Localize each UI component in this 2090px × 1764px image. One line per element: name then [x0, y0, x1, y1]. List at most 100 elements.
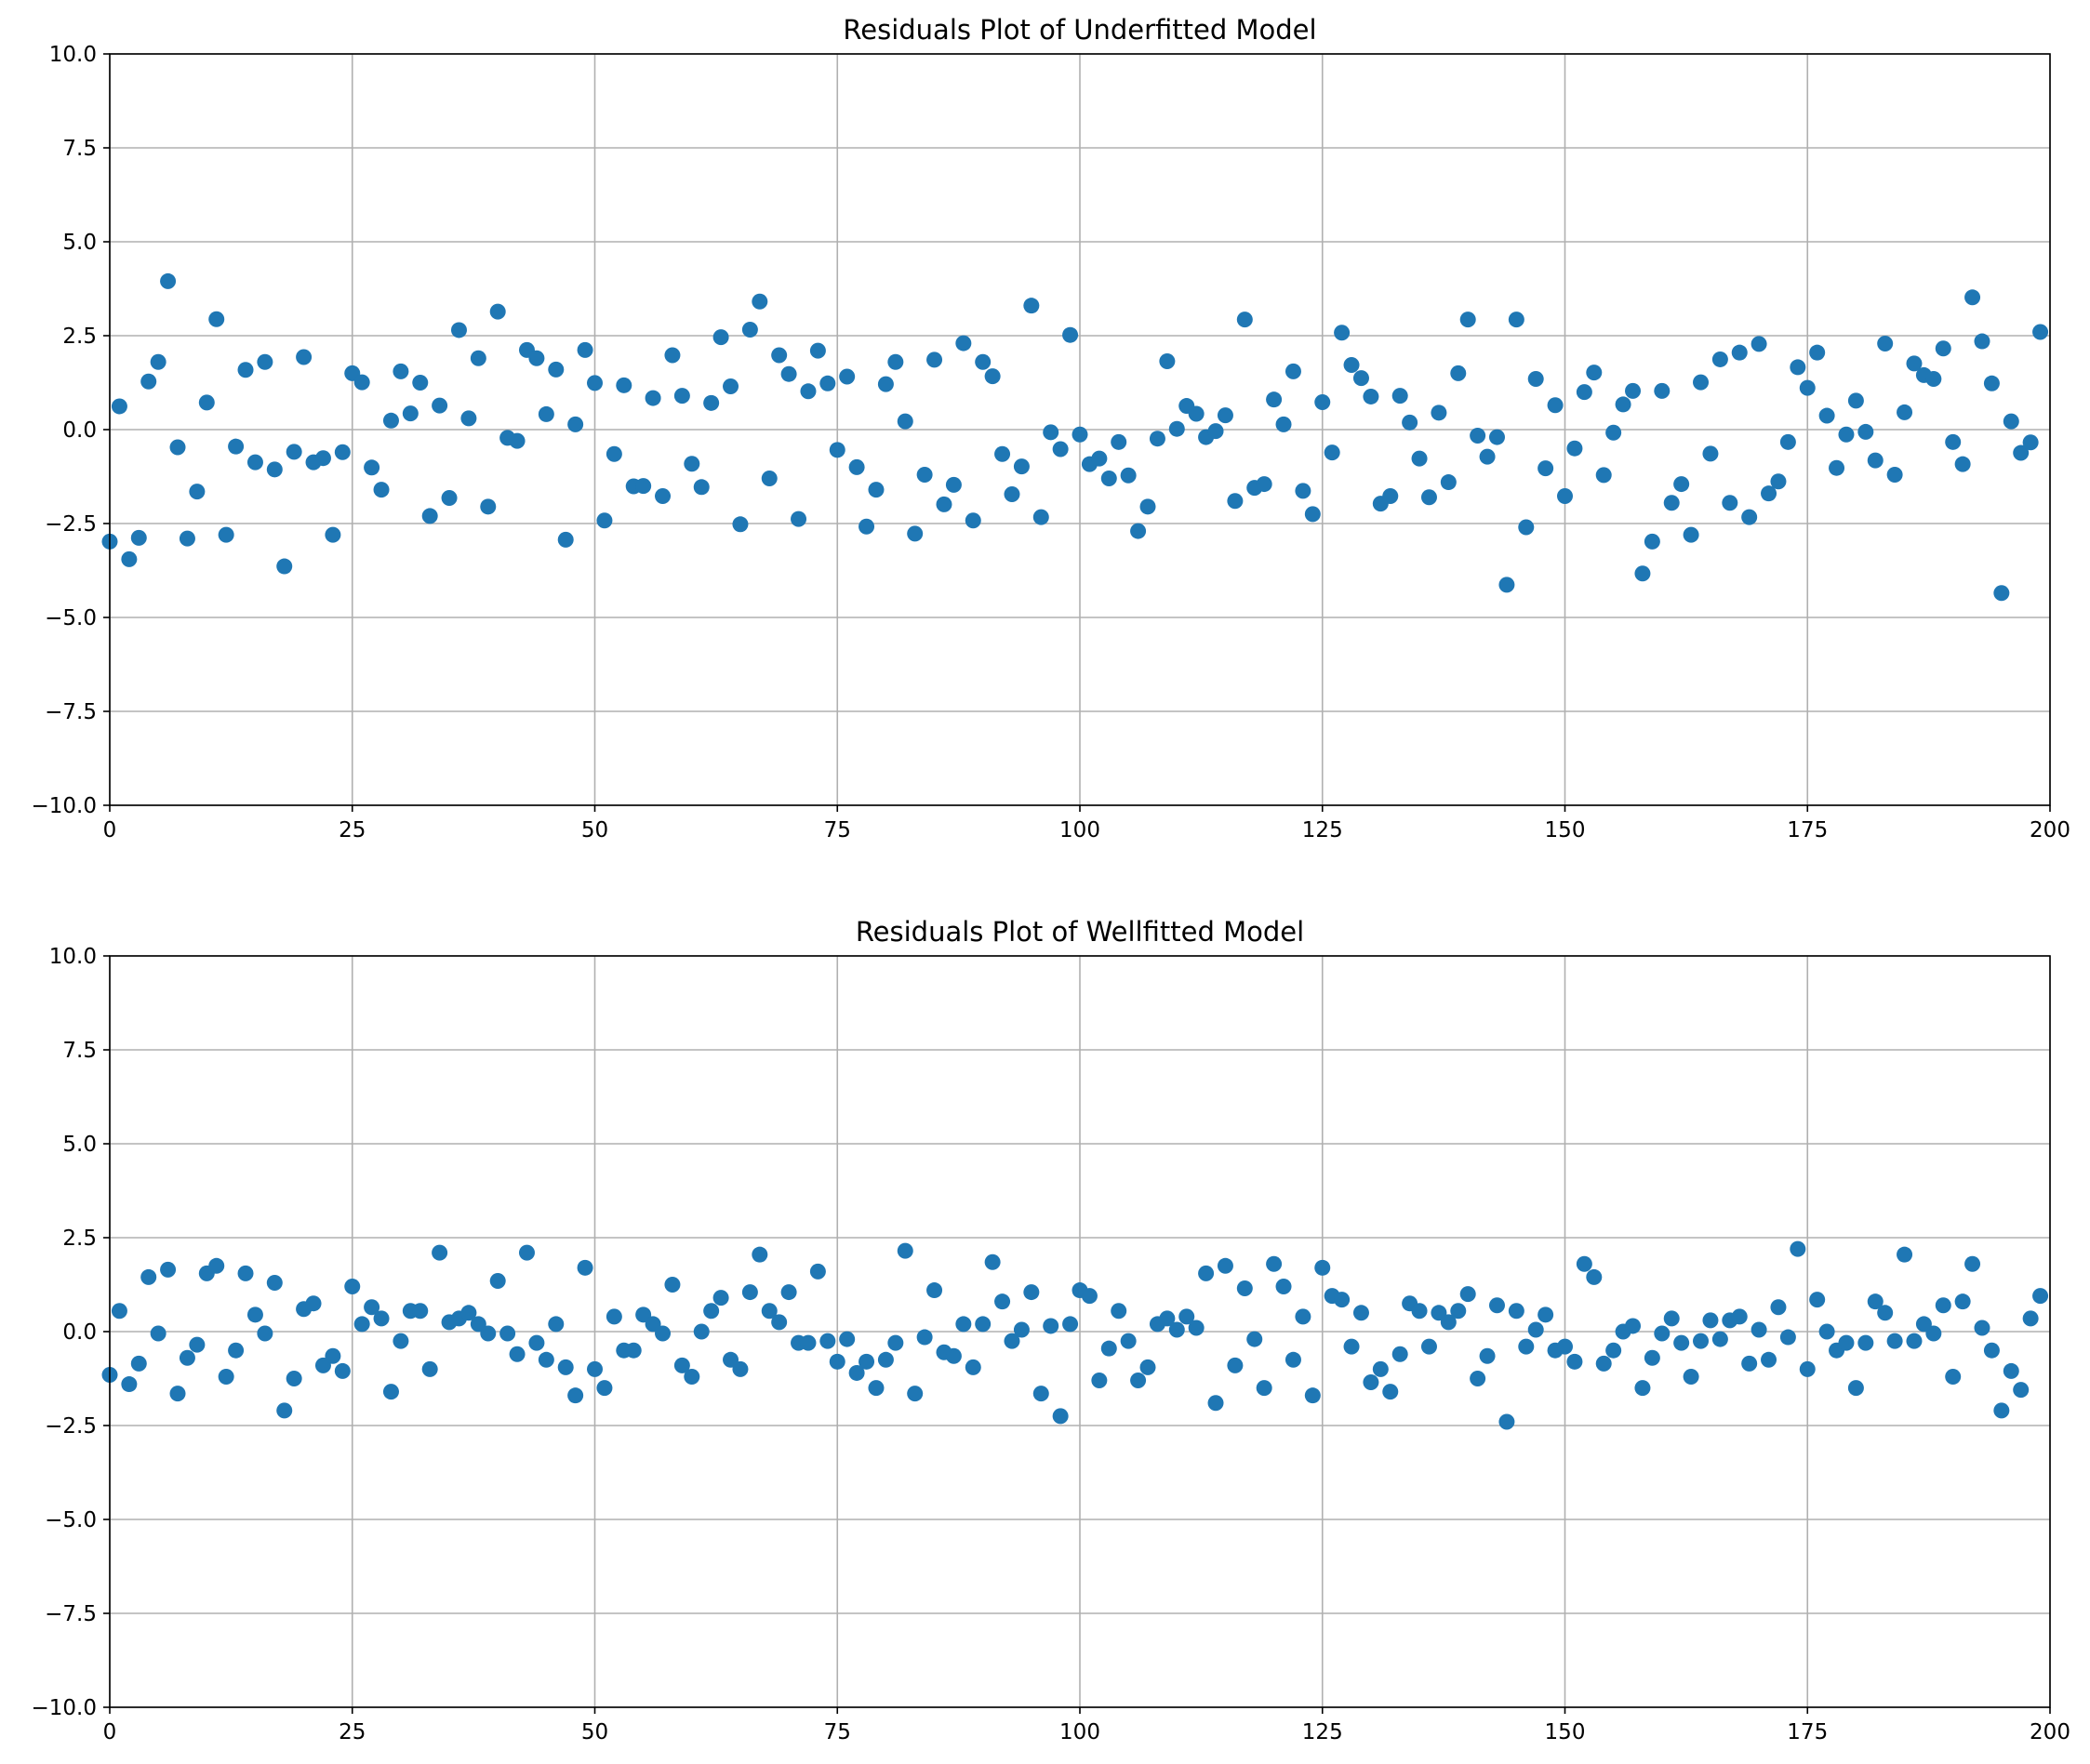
- data-point: [1431, 1305, 1447, 1321]
- data-point: [266, 1274, 283, 1291]
- data-point: [460, 410, 477, 427]
- data-point: [1605, 424, 1622, 441]
- x-tick-label: 0: [103, 1720, 117, 1744]
- data-point: [1945, 1368, 1962, 1385]
- y-tick-label: 7.5: [62, 1039, 97, 1063]
- data-point: [450, 322, 467, 338]
- data-point: [1149, 431, 1165, 447]
- data-point: [140, 1268, 157, 1285]
- data-point: [1217, 407, 1233, 424]
- data-point: [1644, 1349, 1660, 1366]
- y-tick-label: −10.0: [32, 1696, 97, 1720]
- data-point: [1983, 1342, 2000, 1359]
- data-point: [926, 1282, 943, 1299]
- data-point: [499, 1325, 516, 1342]
- data-point: [1790, 359, 1806, 376]
- data-point: [723, 378, 739, 395]
- data-point: [994, 445, 1011, 462]
- data-point: [1275, 416, 1292, 432]
- data-point: [1324, 444, 1340, 461]
- data-point: [859, 1353, 875, 1370]
- data-point: [1498, 577, 1515, 593]
- data-point: [548, 361, 565, 378]
- data-point: [645, 390, 661, 406]
- y-tick-label: −5.0: [45, 1508, 97, 1532]
- data-point: [1673, 1334, 1690, 1351]
- data-point: [2032, 1288, 2049, 1305]
- data-point: [1654, 382, 1671, 399]
- data-point: [936, 496, 952, 512]
- data-point: [1838, 1334, 1855, 1351]
- data-point: [480, 1325, 497, 1342]
- x-tick-label: 175: [1787, 1720, 1828, 1744]
- y-tick-label: 10.0: [49, 43, 97, 67]
- data-point: [1576, 384, 1592, 401]
- data-point: [1091, 1373, 1108, 1389]
- data-point: [945, 476, 962, 493]
- data-point: [1188, 405, 1205, 422]
- data-point: [2022, 1310, 2039, 1327]
- data-point: [286, 444, 302, 460]
- data-point: [1974, 1320, 1990, 1336]
- data-point: [1790, 1240, 1806, 1257]
- data-point: [1877, 335, 1894, 351]
- data-point: [557, 1359, 574, 1375]
- data-point: [470, 1316, 486, 1333]
- data-point: [587, 375, 603, 391]
- data-point: [664, 1277, 681, 1293]
- data-point: [567, 416, 584, 432]
- data-point: [1877, 1305, 1894, 1321]
- y-tick-label: −7.5: [45, 700, 97, 724]
- data-point: [567, 1387, 584, 1404]
- data-point: [160, 272, 177, 289]
- data-point: [1809, 344, 1826, 361]
- data-point: [314, 450, 331, 467]
- data-point: [1886, 466, 1903, 483]
- data-point: [1663, 495, 1680, 511]
- data-point: [1488, 429, 1505, 445]
- data-point: [1751, 1321, 1767, 1338]
- data-point: [1663, 1310, 1680, 1327]
- data-point: [1352, 1305, 1369, 1321]
- data-point: [538, 1351, 554, 1368]
- data-point: [994, 1293, 1011, 1310]
- y-tick-label: −2.5: [45, 512, 97, 537]
- data-point: [1372, 1360, 1389, 1377]
- data-point: [1382, 488, 1399, 505]
- data-point: [1683, 1368, 1699, 1385]
- data-point: [839, 1331, 856, 1347]
- subplot-title: Residuals Plot of Wellfitted Model: [856, 916, 1304, 948]
- data-point: [150, 1325, 166, 1342]
- data-point: [364, 1299, 380, 1316]
- data-point: [1508, 1303, 1524, 1320]
- y-tick-label: −10.0: [32, 794, 97, 818]
- data-point: [577, 341, 593, 358]
- data-point: [606, 1308, 622, 1325]
- data-point: [460, 1305, 477, 1321]
- x-tick-label: 75: [824, 1720, 851, 1744]
- data-point: [305, 1295, 322, 1312]
- data-point: [1847, 1380, 1864, 1397]
- data-point: [218, 1368, 234, 1385]
- data-point: [1518, 519, 1535, 536]
- data-point: [150, 353, 166, 370]
- data-point: [848, 1364, 865, 1381]
- data-point: [1023, 1284, 1040, 1301]
- data-point: [1818, 407, 1835, 424]
- data-point: [761, 1303, 778, 1320]
- data-point: [364, 459, 380, 476]
- data-point: [1343, 1338, 1360, 1355]
- data-point: [1111, 1303, 1127, 1320]
- data-point: [1915, 1316, 1932, 1333]
- data-point: [1227, 1357, 1244, 1373]
- data-point: [228, 438, 245, 455]
- data-point: [1897, 404, 1913, 420]
- data-point: [1334, 325, 1351, 341]
- data-point: [926, 351, 943, 368]
- data-point: [189, 1336, 206, 1353]
- x-tick-label: 125: [1302, 1720, 1343, 1744]
- data-point: [111, 1303, 127, 1320]
- data-point: [684, 456, 700, 472]
- x-tick-label: 150: [1545, 1720, 1586, 1744]
- data-point: [887, 1334, 904, 1351]
